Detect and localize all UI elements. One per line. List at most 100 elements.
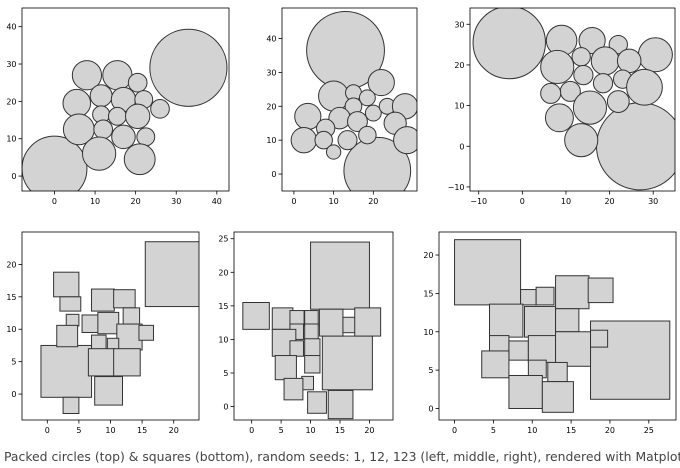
- x-tick-label-bottom-right-15: 15: [566, 426, 576, 435]
- y-tick-label-bottom-right-20: 20: [423, 251, 433, 260]
- circle-mark-top-middle-19: [393, 126, 417, 155]
- figure-caption: Packed circles (top) & squares (bottom),…: [4, 449, 680, 464]
- square-mark-bottom-right-2: [520, 289, 537, 306]
- circle-mark-top-left-6: [89, 84, 113, 108]
- x-tick-label-bottom-left-0: 0: [45, 426, 50, 435]
- circle-mark-top-middle-7: [364, 104, 382, 122]
- circle-mark-top-middle-5: [358, 89, 376, 107]
- x-tick-label-bottom-middle-5: 5: [279, 426, 284, 435]
- square-mark-bottom-middle-1: [321, 335, 373, 391]
- circle-mark-top-left-18: [123, 143, 156, 176]
- x-tick-label-bottom-right-0: 0: [452, 426, 457, 435]
- x-tick-label-top-left-30: 30: [171, 197, 181, 206]
- square-mark-bottom-left-15: [87, 348, 116, 377]
- square-mark-bottom-right-5: [587, 277, 614, 304]
- square-mark-bottom-right-7: [523, 305, 557, 338]
- square-mark-bottom-left-18: [62, 396, 80, 415]
- square-mark-bottom-middle-12: [289, 340, 304, 357]
- square-mark-bottom-right-13: [590, 329, 609, 348]
- square-mark-bottom-left-8: [122, 307, 141, 325]
- circle-mark-top-left-9: [150, 99, 170, 119]
- y-tick-label-top-left-0: 0: [11, 172, 16, 181]
- circle-mark-top-right-6: [571, 47, 591, 67]
- y-tick-label-top-middle-20: 20: [266, 102, 276, 111]
- x-tick-label-bottom-left-10: 10: [105, 426, 115, 435]
- y-tick-label-bottom-right-15: 15: [423, 289, 433, 298]
- y-tick-label-bottom-right-0: 0: [428, 404, 433, 413]
- square-mark-bottom-middle-18: [307, 391, 327, 414]
- circle-mark-top-middle-15: [290, 126, 318, 154]
- shapes-top-middle: [290, 10, 417, 191]
- square-mark-bottom-left-13: [91, 334, 107, 351]
- y-tick-label-bottom-middle-15: 15: [218, 302, 228, 311]
- y-tick-label-bottom-right-10: 10: [423, 328, 433, 337]
- square-mark-bottom-left-4: [65, 313, 80, 327]
- y-tick-label-top-right--10: −10: [448, 183, 465, 192]
- shapes-bottom-middle: [242, 241, 382, 420]
- axes-frame-bottom-middle: [233, 231, 394, 421]
- chart-panel-top-middle: 0 10 20 0 10 20 30 40: [266, 7, 418, 206]
- circle-mark-top-middle-1: [343, 136, 412, 191]
- y-tick-label-top-right-20: 20: [454, 61, 464, 70]
- y-tick-label-top-left-20: 20: [6, 97, 16, 106]
- square-mark-bottom-right-6: [489, 303, 524, 338]
- y-tick-label-top-middle-10: 10: [266, 136, 276, 145]
- y-tick-label-top-middle-0: 0: [271, 170, 276, 179]
- square-mark-bottom-left-12: [138, 324, 154, 341]
- y-tick-label-bottom-left-10: 10: [6, 325, 16, 334]
- circle-mark-top-middle-18: [358, 125, 377, 145]
- square-mark-bottom-left-10: [97, 311, 120, 335]
- x-tick-label-bottom-left-5: 5: [76, 426, 81, 435]
- circle-mark-top-right-19: [564, 123, 599, 158]
- circle-mark-top-right-13: [592, 73, 614, 94]
- y-tick-label-bottom-middle-5: 5: [223, 369, 228, 378]
- shapes-bottom-left: [40, 241, 199, 415]
- square-mark-bottom-right-17: [508, 374, 543, 409]
- circle-mark-top-middle-12: [347, 111, 368, 132]
- x-tick-label-top-right-20: 20: [604, 197, 614, 206]
- x-tick-label-bottom-middle-15: 15: [335, 426, 345, 435]
- x-tick-label-top-left-0: 0: [52, 197, 57, 206]
- circle-mark-top-left-16: [136, 127, 156, 147]
- x-tick-label-bottom-right-10: 10: [527, 426, 537, 435]
- square-mark-bottom-right-4: [555, 275, 590, 310]
- square-mark-bottom-middle-10: [304, 323, 319, 340]
- x-tick-label-top-right-30: 30: [648, 197, 658, 206]
- circle-mark-top-right-18: [544, 103, 574, 133]
- square-mark-bottom-left-0: [144, 241, 199, 308]
- y-tick-label-bottom-left-0: 0: [11, 390, 16, 399]
- circle-mark-top-left-12: [125, 103, 151, 129]
- chart-panel-bottom-middle: 0 5 10 15 20 0 5 10 15 20 25: [218, 231, 394, 435]
- circle-mark-top-left-3: [102, 60, 133, 91]
- x-tick-label-bottom-right-20: 20: [605, 426, 615, 435]
- x-tick-label-top-middle-10: 10: [329, 197, 339, 206]
- axes-frame-top-left: [21, 7, 230, 192]
- square-mark-bottom-right-16: [547, 361, 568, 383]
- axes-frame-top-right: [469, 7, 676, 192]
- x-tick-label-top-left-40: 40: [212, 197, 222, 206]
- circle-mark-top-left-4: [127, 72, 148, 93]
- x-tick-label-bottom-right-25: 25: [644, 426, 654, 435]
- shapes-top-left: [22, 28, 228, 191]
- square-mark-bottom-middle-17: [283, 377, 304, 401]
- circle-mark-top-right-8: [590, 46, 620, 76]
- square-mark-bottom-right-8: [555, 308, 580, 333]
- shapes-bottom-right: [454, 239, 671, 413]
- y-tick-label-bottom-left-5: 5: [11, 358, 16, 367]
- y-tick-label-top-left-10: 10: [6, 135, 16, 144]
- x-tick-label-top-left-10: 10: [90, 197, 100, 206]
- square-mark-bottom-middle-8: [354, 307, 382, 337]
- square-mark-bottom-right-10: [508, 340, 529, 361]
- square-mark-bottom-middle-15: [304, 355, 321, 374]
- square-mark-bottom-middle-16: [301, 375, 315, 391]
- square-mark-bottom-middle-6: [318, 308, 344, 337]
- square-mark-bottom-left-5: [81, 314, 100, 333]
- square-mark-bottom-left-16: [113, 348, 141, 377]
- circle-mark-top-right-10: [573, 65, 594, 86]
- circle-mark-top-right-14: [626, 68, 663, 106]
- square-mark-bottom-left-2: [53, 271, 80, 298]
- circle-mark-top-left-2: [71, 60, 103, 91]
- square-mark-bottom-right-14: [481, 350, 510, 379]
- square-mark-bottom-middle-14: [274, 355, 297, 381]
- circle-mark-top-left-0: [22, 135, 88, 191]
